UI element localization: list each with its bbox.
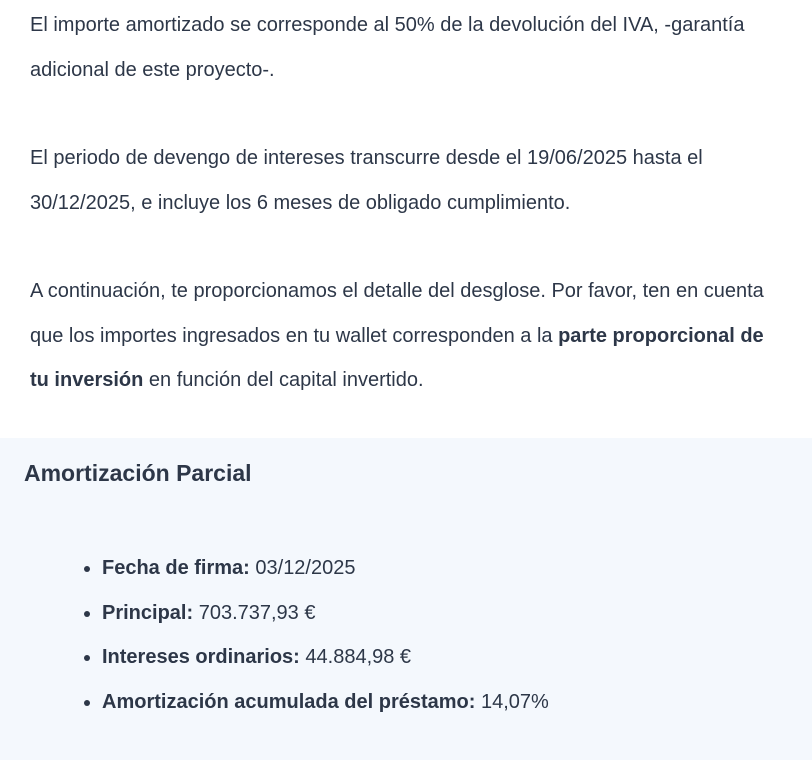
item-label: Principal: xyxy=(102,601,194,624)
item-value: 44.884,98 € xyxy=(299,646,412,668)
paragraph-period: El periodo de devengo de intereses trans… xyxy=(30,147,703,214)
summary-box xyxy=(0,438,812,760)
paragraph-detail: A continuación, te proporcionamos el det… xyxy=(0,269,810,403)
summary-title: Amortización Parcial xyxy=(24,460,252,486)
paragraph-text: A continuación, te proporcionamos el det… xyxy=(30,280,764,347)
item-value: 03/12/2025 xyxy=(249,557,356,579)
item-value: 14,07% xyxy=(475,690,549,713)
list-item: Intereses ordinarios: 44.884,98 € xyxy=(102,635,549,680)
paragraph-text: en función del capital invertido. xyxy=(143,369,424,391)
item-label: Amortización acumulada del préstamo: xyxy=(102,690,476,713)
list-item: Amortización acumulada del préstamo: 14,… xyxy=(102,680,549,725)
item-label: Fecha de firma: xyxy=(102,557,250,579)
paragraph-iva: El importe amortizado se corresponde al … xyxy=(30,14,745,81)
list-item: Principal: 703.737,93 € xyxy=(102,591,549,636)
paragraph-bold: parte proporcional de tu inversión xyxy=(30,324,764,392)
item-label: Intereses ordinarios: xyxy=(102,646,300,668)
summary-list: Fecha de firma: 03/12/2025 Principal: 70… xyxy=(0,546,549,724)
item-value: 703.737,93 € xyxy=(193,601,316,624)
list-item: Fecha de firma: 03/12/2025 xyxy=(102,546,549,591)
